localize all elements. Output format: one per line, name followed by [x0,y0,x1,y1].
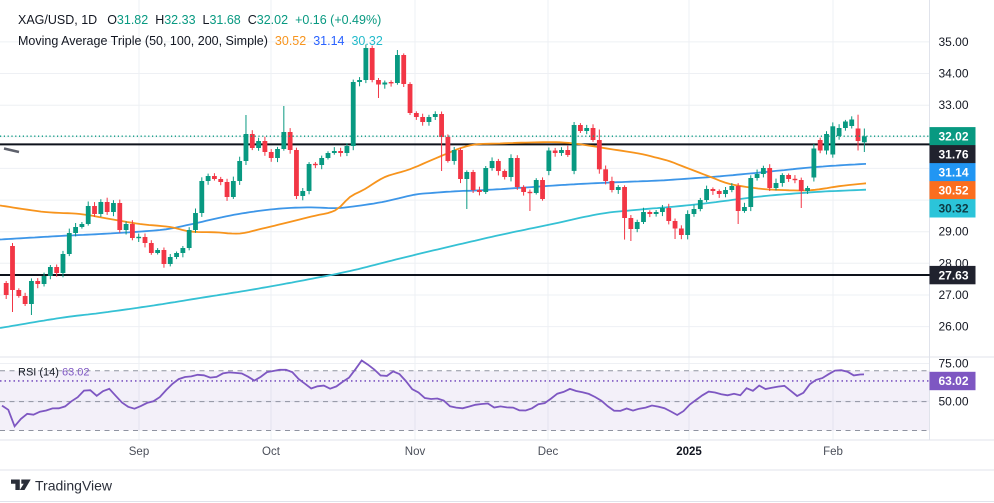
svg-text:35.00: 35.00 [939,35,969,49]
svg-text:Feb: Feb [823,446,843,458]
svg-text:29.00: 29.00 [939,225,969,239]
svg-text:RSI (14) 63.02: RSI (14) 63.02 [18,367,90,379]
svg-text:2025: 2025 [676,446,702,458]
svg-text:26.00: 26.00 [939,320,969,334]
svg-text:75.00: 75.00 [939,357,969,371]
svg-text:Sep: Sep [129,446,149,458]
svg-text:30.32: 30.32 [938,202,968,216]
svg-text:34.00: 34.00 [939,67,969,81]
svg-text:31.76: 31.76 [938,148,968,162]
svg-text:50.00: 50.00 [939,395,969,409]
svg-text:32.02: 32.02 [938,130,968,144]
svg-text:30.52: 30.52 [938,184,968,198]
svg-text:TradingView: TradingView [35,478,113,494]
svg-text:31.14: 31.14 [938,166,968,180]
svg-text:Nov: Nov [405,446,426,458]
svg-text:27.00: 27.00 [939,288,969,302]
svg-text:Dec: Dec [538,446,559,458]
svg-text:Oct: Oct [262,446,281,458]
svg-text:63.02: 63.02 [938,374,968,388]
svg-text:Moving Average Triple (50, 100: Moving Average Triple (50, 100, 200, Sim… [18,34,383,48]
svg-text:27.63: 27.63 [938,268,968,282]
svg-text:33.00: 33.00 [939,98,969,112]
